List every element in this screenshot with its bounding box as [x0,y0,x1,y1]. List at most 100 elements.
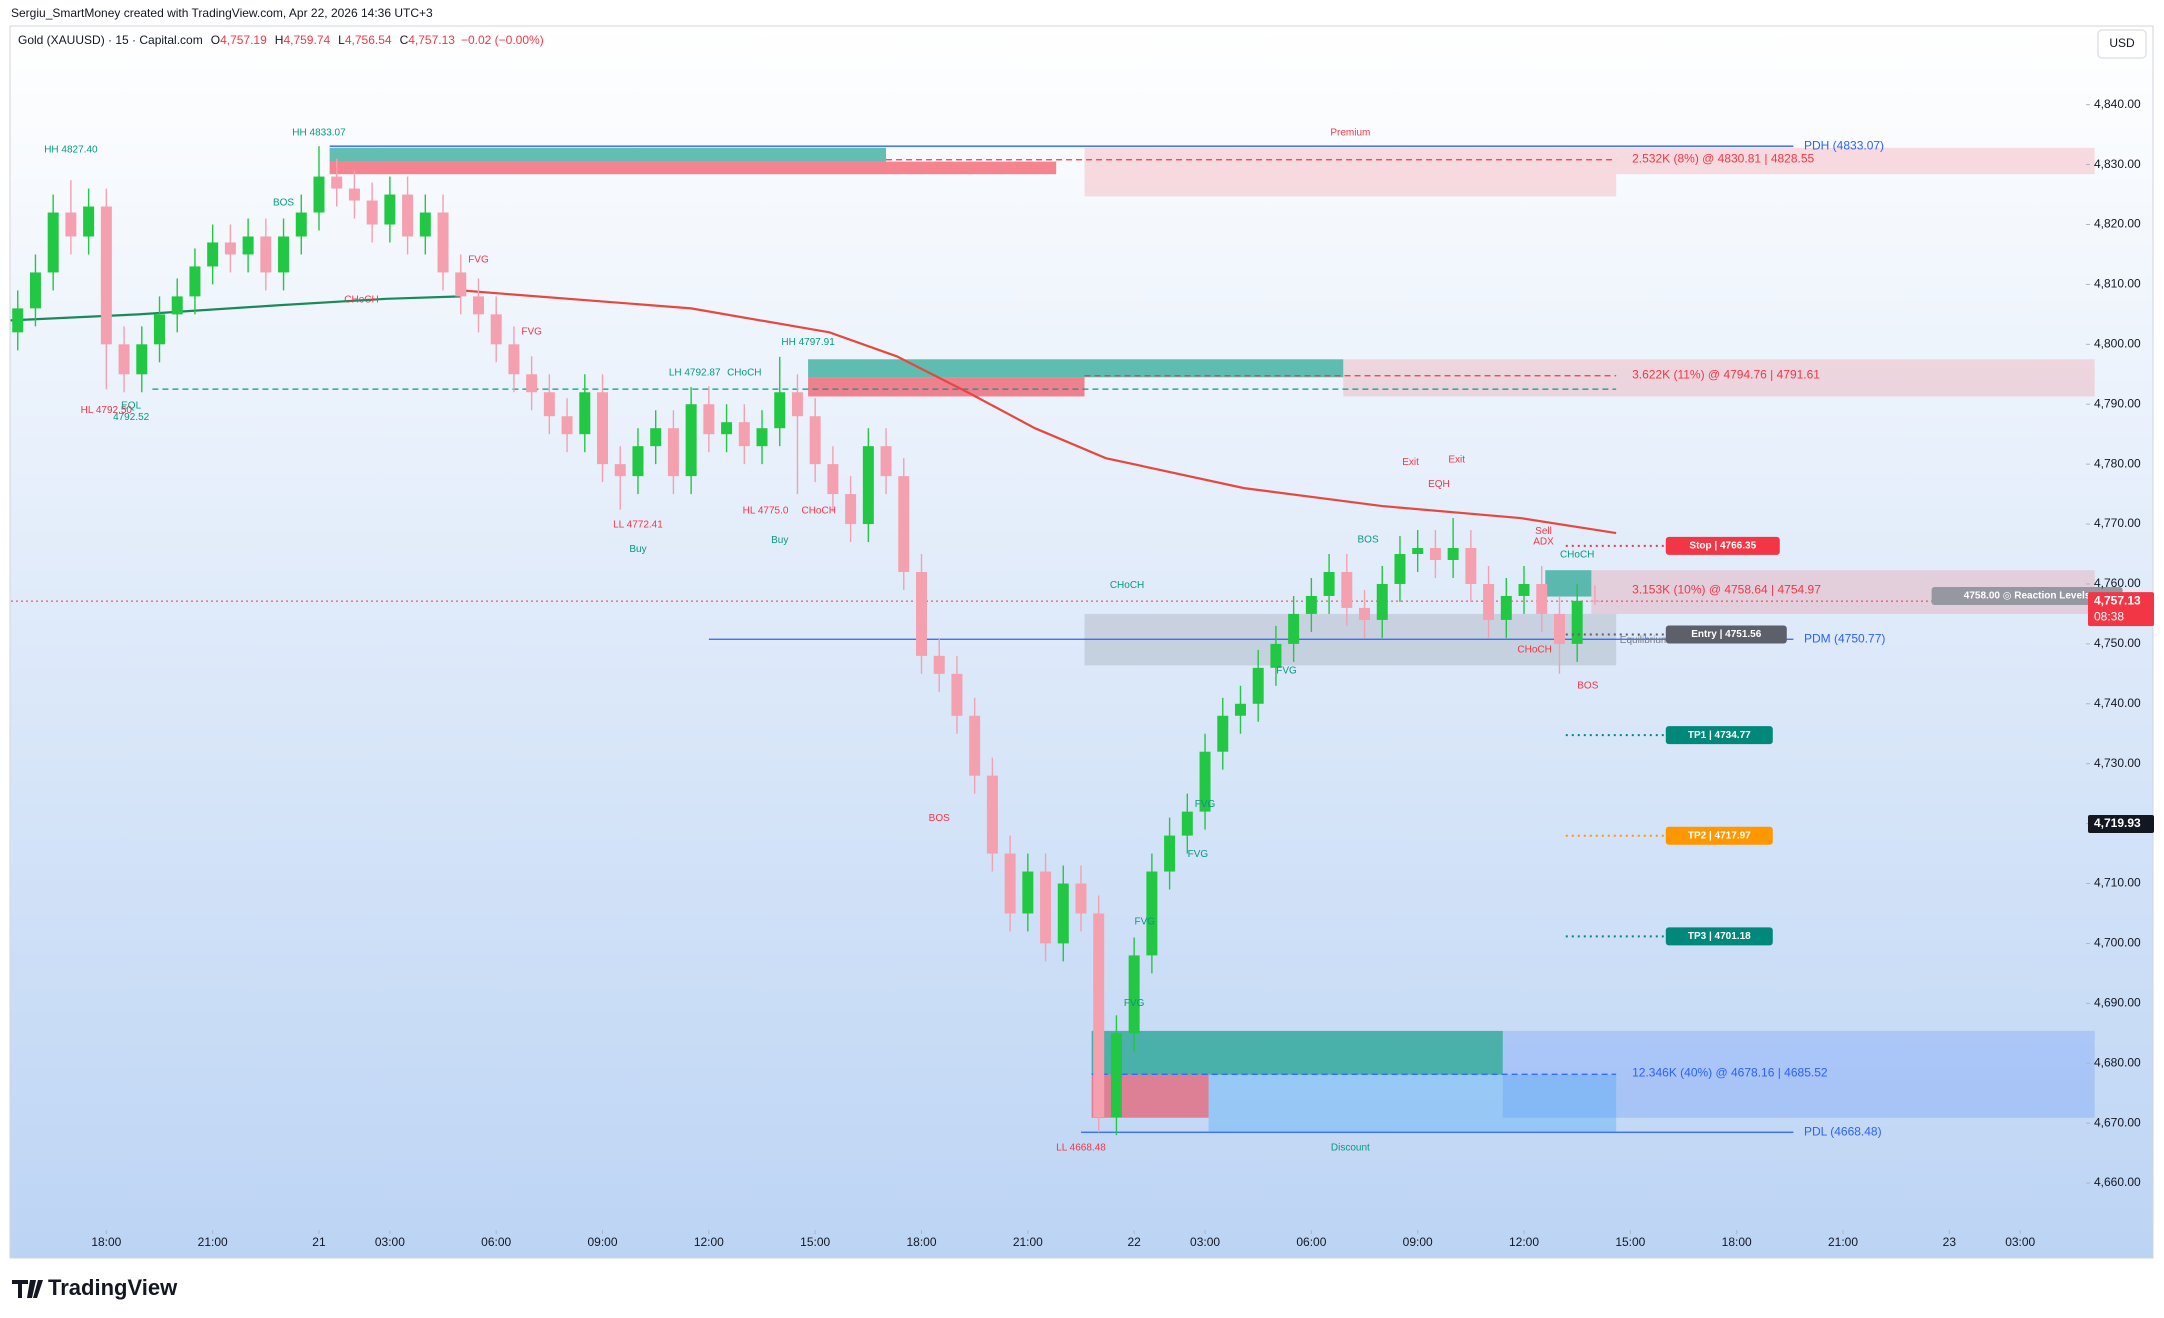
annotation: BOS [1358,534,1379,545]
annotation: Sell [1535,526,1552,537]
zone [1545,570,1592,597]
currency-box[interactable] [2097,29,2147,59]
candle-body [313,176,325,213]
annotation: HL 4792.50 [81,405,133,416]
zone [329,161,1057,175]
candle-body [154,314,165,345]
candle-body [1057,883,1069,944]
candle-body [1040,871,1052,944]
candle-body [1004,853,1016,914]
candle-body [348,188,360,201]
candle-body [650,428,662,447]
annotation: CHoCH [344,295,378,306]
candle-body [561,416,573,435]
annotation: CHoCH [1560,549,1594,560]
annotation: HH 4827.40 [44,144,98,155]
annotation: Equilibrium [1620,635,1669,646]
candle-body [862,446,874,525]
y-tick-label: 4,700.00 [2094,936,2141,950]
candle-body [419,212,431,237]
candle-body [1305,595,1317,614]
trade-tag [1665,927,1773,946]
annotation: 3.622K (11%) @ 4794.76 | 4791.61 [1632,368,1820,382]
candle-body [1022,871,1034,914]
trade-tag-label: Entry | 4751.56 [1691,629,1762,640]
candle-body [1217,715,1229,752]
candle-body [472,296,484,315]
annotation: CHoCH [1110,580,1144,591]
zone [1084,147,1617,197]
trade-tag [1665,625,1787,644]
candle-body [83,206,95,237]
credit: Sergiu_SmartMoney created with TradingVi… [11,6,433,20]
annotation: FVG [1135,916,1156,927]
candle-body [136,344,148,375]
candle-body [1500,595,1512,620]
annotation: BOS [1577,680,1598,691]
x-tick-label: 06:00 [1296,1235,1326,1249]
candle-body [1536,583,1548,614]
ohlc-label: O [211,33,220,47]
brand: TradingView [48,1275,178,1300]
candle-body [685,404,697,477]
zone [1616,147,2095,175]
y-tick-label: 4,770.00 [2094,516,2141,530]
candle-body [1270,643,1282,668]
annotation: FVG [1195,799,1216,810]
x-tick-label: 03:00 [1190,1235,1220,1249]
trade-tag [1665,726,1773,745]
symbol-line: Gold (XAUUSD) · 15 · Capital.com O4,757.1… [18,33,544,47]
candle-body [933,655,945,674]
annotation: FVG [1188,849,1209,860]
candle-body [1359,607,1371,620]
candle-body [667,428,679,477]
candle-body [1075,883,1087,914]
candle-body [579,392,591,435]
candle-body [1288,613,1300,644]
trade-tag [1931,586,2123,605]
candle-body [12,308,24,333]
currency: USD [2109,36,2135,50]
x-tick-label: 15:00 [800,1235,830,1249]
symbol: Gold (XAUUSD) · 15 · Capital.com [18,33,203,47]
y-tick-label: 4,830.00 [2094,157,2141,171]
candle-body [916,571,927,656]
y-tick-label: 4,730.00 [2094,756,2141,770]
y-tick-label: 4,750.00 [2094,636,2141,650]
candle-body [508,344,520,375]
candle-body [1571,600,1583,644]
annotation: CHoCH [801,506,835,517]
y-tick-label: 4,660.00 [2094,1175,2141,1189]
candle-body [47,212,59,273]
chart-background [9,25,2154,1259]
annotation: PDL (4668.48) [1804,1124,1882,1138]
annotation: BOS [273,198,294,209]
candle-body [969,715,981,776]
x-tick-label: 03:00 [2005,1235,2035,1249]
zone [808,359,1344,378]
candle-body [1323,571,1335,596]
annotation: FVG [468,254,489,265]
x-tick-label: 03:00 [375,1235,405,1249]
annotation: Exit [1448,455,1465,466]
x-tick-label: 21:00 [198,1235,228,1249]
annotation: LL 4772.41 [613,519,663,530]
annotation: Buy [771,535,788,546]
y-tick-label: 4,680.00 [2094,1055,2141,1069]
candle-body [543,392,555,417]
candle-body [526,374,538,393]
candle-body [384,194,396,225]
candle-body [1110,1033,1122,1118]
annotation: LL 4668.48 [1056,1142,1106,1153]
candle-body [1429,548,1441,561]
trade-tag-label: TP1 | 4734.77 [1688,730,1751,741]
candle-body [1465,548,1477,584]
candle-body [898,476,910,572]
candle-body [366,200,378,225]
moving-average [10,295,461,322]
y-tick-label: 4,790.00 [2094,396,2141,410]
trade-tag-label: TP3 | 4701.18 [1688,931,1751,942]
ohlc-label: H [275,33,284,47]
annotation: BOS [929,813,950,824]
